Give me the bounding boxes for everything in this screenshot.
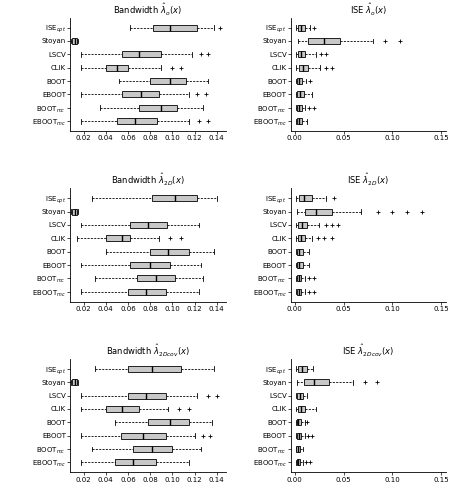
Bar	[117, 118, 157, 124]
Title: ISE $\hat{\lambda}_o(x)$: ISE $\hat{\lambda}_o(x)$	[350, 2, 387, 18]
Title: Bandwidth $\hat{\lambda}_{2D}(x)$: Bandwidth $\hat{\lambda}_{2D}(x)$	[111, 172, 185, 188]
Bar	[299, 195, 312, 201]
Bar	[297, 262, 303, 268]
Bar	[150, 248, 189, 254]
Bar	[137, 276, 174, 281]
Bar	[297, 92, 304, 98]
Bar	[297, 78, 302, 84]
Title: Bandwidth $\hat{\lambda}_o(x)$: Bandwidth $\hat{\lambda}_o(x)$	[113, 2, 183, 18]
Bar	[297, 460, 299, 466]
Bar	[128, 392, 166, 398]
Bar	[298, 236, 304, 242]
Bar	[72, 208, 77, 214]
Bar	[139, 105, 177, 111]
Bar	[297, 420, 301, 426]
Bar	[296, 446, 299, 452]
Bar	[298, 52, 304, 58]
Bar	[134, 446, 172, 452]
Bar	[128, 289, 166, 295]
Bar	[150, 78, 186, 84]
Bar	[72, 38, 77, 44]
Bar	[128, 366, 181, 372]
Bar	[308, 38, 340, 44]
Bar	[297, 432, 301, 438]
Bar	[72, 379, 77, 385]
Bar	[106, 406, 139, 412]
Bar	[297, 289, 301, 295]
Bar	[148, 420, 189, 426]
Bar	[106, 64, 128, 70]
Bar	[297, 118, 302, 124]
Bar	[298, 366, 308, 372]
Bar	[298, 406, 304, 412]
Bar	[152, 195, 197, 201]
Bar	[304, 208, 332, 214]
Bar	[130, 262, 170, 268]
Bar	[130, 222, 167, 228]
Bar	[297, 248, 303, 254]
Bar	[297, 392, 303, 398]
Title: Bandwidth $\hat{\lambda}_{2Dcov}(x)$: Bandwidth $\hat{\lambda}_{2Dcov}(x)$	[106, 342, 190, 358]
Title: ISE $\hat{\lambda}_{2D}(x)$: ISE $\hat{\lambda}_{2D}(x)$	[347, 172, 390, 188]
Bar	[122, 52, 161, 58]
Bar	[106, 236, 130, 242]
Bar	[115, 460, 156, 466]
Bar	[299, 64, 308, 70]
Bar	[297, 276, 301, 281]
Bar	[121, 432, 166, 438]
Bar	[304, 379, 329, 385]
Bar	[154, 24, 197, 30]
Bar	[122, 92, 159, 98]
Bar	[297, 105, 302, 111]
Bar	[298, 222, 308, 228]
Bar	[298, 24, 304, 30]
Title: ISE $\hat{\lambda}_{2Dcov}(x)$: ISE $\hat{\lambda}_{2Dcov}(x)$	[342, 342, 395, 358]
